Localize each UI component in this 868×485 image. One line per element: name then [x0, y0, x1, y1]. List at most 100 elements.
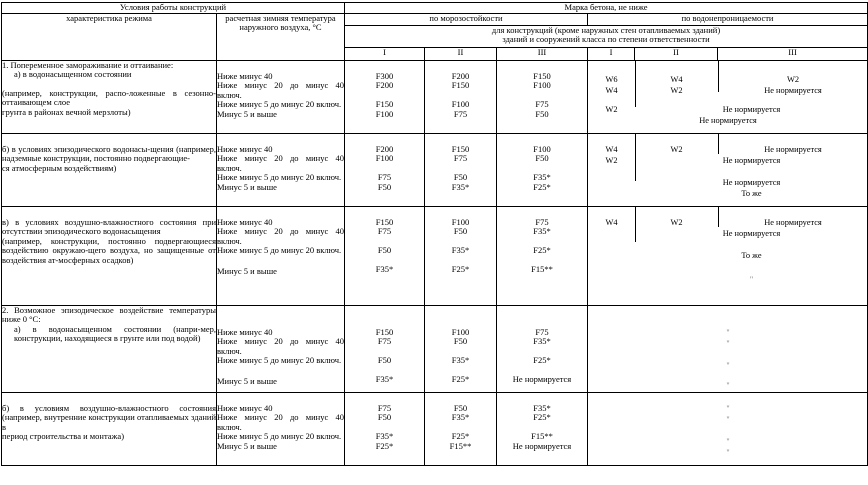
row-1b-frost-III: F100 F50 x F35* F25*	[496, 132, 588, 207]
ditto-mark: "	[726, 403, 730, 413]
temp-5-to-20: Ниже минус 5 до минус 20 включ.	[217, 245, 342, 256]
ditto-mark: "	[726, 327, 730, 337]
grade-value: F100	[451, 99, 470, 110]
grade-value: F150	[375, 99, 394, 110]
row-1b-desc-line1: б) в условиях эпизодического водонасы-ще…	[2, 143, 216, 164]
grade-value: F75	[453, 108, 468, 119]
temp-5-to-20: Ниже минус 5 до минус 20 включ.	[217, 99, 342, 110]
header-regime-characteristic: характеристика режима	[1, 12, 217, 61]
grade-value: W2	[670, 144, 683, 154]
grade-value: F25*	[533, 355, 551, 366]
grade-value: F50	[453, 172, 468, 183]
row-2b-frost-I: F75 F50 x F35* F25*	[344, 391, 425, 466]
row-1c-frost-I: F150 F75 x F50 x F35*	[344, 205, 425, 306]
grade-value: F35*	[451, 245, 470, 256]
temp-5-to-20: Ниже минус 5 до минус 20 включ.	[217, 355, 342, 366]
grade-value: F25*	[533, 181, 551, 192]
grade-value: F25*	[451, 264, 470, 275]
table-row: 2. Возможное эпизодическое воздействие т…	[1, 304, 868, 393]
row-2a-frost-III: F75 F35* x F25* x Не нормируется	[496, 304, 588, 393]
grade-value: F100	[451, 326, 470, 337]
row-2a-temperatures: Ниже минус 40 Ниже минус 20 до минус 40 …	[216, 304, 345, 393]
temp-20-to-40: Ниже минус 20 до минус 40	[217, 336, 344, 347]
grade-value: F15**	[531, 431, 553, 442]
row-2a-desc-line1: 2. Возможное эпизодическое воздействие т…	[2, 304, 216, 325]
temp-minus5-above: Минус 5 и выше	[217, 440, 277, 451]
row-2a-frost-I: F150 F75 x F50 x F35*	[344, 304, 425, 393]
grade-value: F150	[451, 80, 470, 91]
temp-20-to-40: Ниже минус 20 до минус 40	[217, 80, 344, 91]
grade-value: W4	[605, 217, 618, 227]
grade-value: F35*	[451, 181, 470, 192]
row-1b-temperatures: Ниже минус 40 Ниже минус 20 до минус 40 …	[216, 132, 345, 207]
temp-20-to-40-incl: включ.	[217, 345, 242, 356]
grade-value: F50	[453, 336, 468, 347]
row-1a-desc-line2: а) в водонасыщенном состоянии	[14, 69, 132, 80]
grade-value: F50	[535, 108, 549, 119]
row-2b-water-block: " " " "	[586, 391, 868, 466]
row-2b-frost-III: F35* F25* x F15** Не нормируется	[496, 391, 588, 466]
table-row: 1. Попеременное замораживание и оттаиван…	[1, 59, 868, 134]
grade-value: W4	[670, 74, 683, 84]
header-conditions-title: Условия работы конструкций	[1, 2, 345, 14]
grade-value: F75	[377, 336, 392, 347]
header-row-2: характеристика режима расчетная зимняя т…	[1, 12, 868, 61]
row-1b-frost-I: F200 F100 x F75 F50	[344, 132, 425, 207]
grade-value: F200	[375, 143, 394, 154]
grade-value: F35*	[533, 226, 551, 237]
ditto-mark: "	[726, 380, 730, 390]
grade-value: W2	[605, 155, 618, 165]
not-normed-label: Не нормируется	[699, 115, 757, 125]
row-1a-frost-III: F150 F100 x F75 F50	[496, 59, 588, 134]
not-normed-label: Не нормируется	[722, 104, 781, 114]
ditto-mark: "	[726, 414, 730, 424]
row-2a-frost-II: F100 F50 x F35* x F25*	[424, 304, 497, 393]
row-1c-description: в) в условиях воздушно-влажностного сост…	[1, 205, 217, 306]
grade-value: W2	[670, 217, 683, 227]
row-1c-water-block: W4 W2 Не нормируется Не нормируется То ж…	[586, 205, 868, 306]
row-1a-frost-II: F200 F150 x F100 F75	[424, 59, 497, 134]
row-1c-frost-III: F75 F35* x F25* x F15**	[496, 205, 588, 306]
not-normed-label: Не нормируется	[722, 155, 781, 165]
not-normed-label: Не нормируется	[764, 144, 822, 154]
temp-20-to-40-incl: включ.	[217, 235, 242, 246]
not-normed-label: Не нормируется	[512, 440, 572, 451]
grade-value: W2	[786, 74, 800, 84]
temp-20-to-40-incl: включ.	[217, 162, 242, 173]
header-design-temperature: расчетная зимняя температура наружного в…	[216, 12, 345, 61]
temp-below-40: Ниже минус 40	[217, 216, 273, 227]
grade-value: F50	[535, 153, 549, 164]
grade-value: F100	[533, 80, 551, 91]
header-structures-note-line2: зданий и сооружений класса по степени от…	[502, 34, 710, 45]
grade-value: W4	[605, 85, 618, 95]
row-1b-description: б) в условиях эпизодического водонасы-ще…	[1, 132, 217, 207]
grade-value: F25*	[533, 245, 551, 256]
grade-value: F50	[377, 181, 392, 192]
header-class-frost-II: II	[424, 47, 497, 61]
row-2b-desc-line2: период строительства и монтажа)	[2, 431, 125, 442]
ditto-mark: "	[726, 338, 730, 348]
row-1c-temperatures: Ниже минус 40 Ниже минус 20 до минус 40 …	[216, 205, 345, 306]
row-1c-desc-line2: (например, конструкции, постоянно подвер…	[2, 235, 216, 265]
grade-value: F75	[377, 172, 392, 183]
row-2a-desc-line2: а) в водонасыщенном состоянии (напри-мер…	[14, 323, 216, 344]
row-1b-desc-line2: ся атмосферным воздействиям)	[2, 162, 117, 173]
temp-20-to-40: Ниже минус 20 до минус 40	[217, 412, 344, 423]
table-row: в) в условиях воздушно-влажностного сост…	[1, 205, 868, 306]
temp-below-40: Ниже минус 40	[217, 326, 273, 337]
row-1a-water-block: W6 W4 W2 W4 W2 W2 Не нормируется Не норм…	[586, 59, 868, 134]
grade-value: F35*	[375, 264, 394, 275]
header-structures-note: для конструкций (кроме наружных стен ота…	[343, 24, 868, 49]
grade-value: F75	[535, 99, 549, 110]
grade-value: F100	[375, 108, 394, 119]
temp-20-to-40: Ниже минус 20 до минус 40	[217, 153, 344, 164]
not-normed-label: Не нормируется	[764, 85, 822, 95]
temp-below-40: Ниже минус 40	[217, 70, 273, 81]
temp-below-40: Ниже минус 40	[217, 143, 273, 154]
ditto-mark: "	[726, 360, 730, 370]
grade-value: F200	[451, 70, 470, 81]
grade-value: F50	[377, 355, 392, 366]
not-normed-label: Не нормируется	[512, 374, 572, 385]
ditto-mark: "	[726, 436, 730, 446]
grade-value: W2	[670, 85, 683, 95]
